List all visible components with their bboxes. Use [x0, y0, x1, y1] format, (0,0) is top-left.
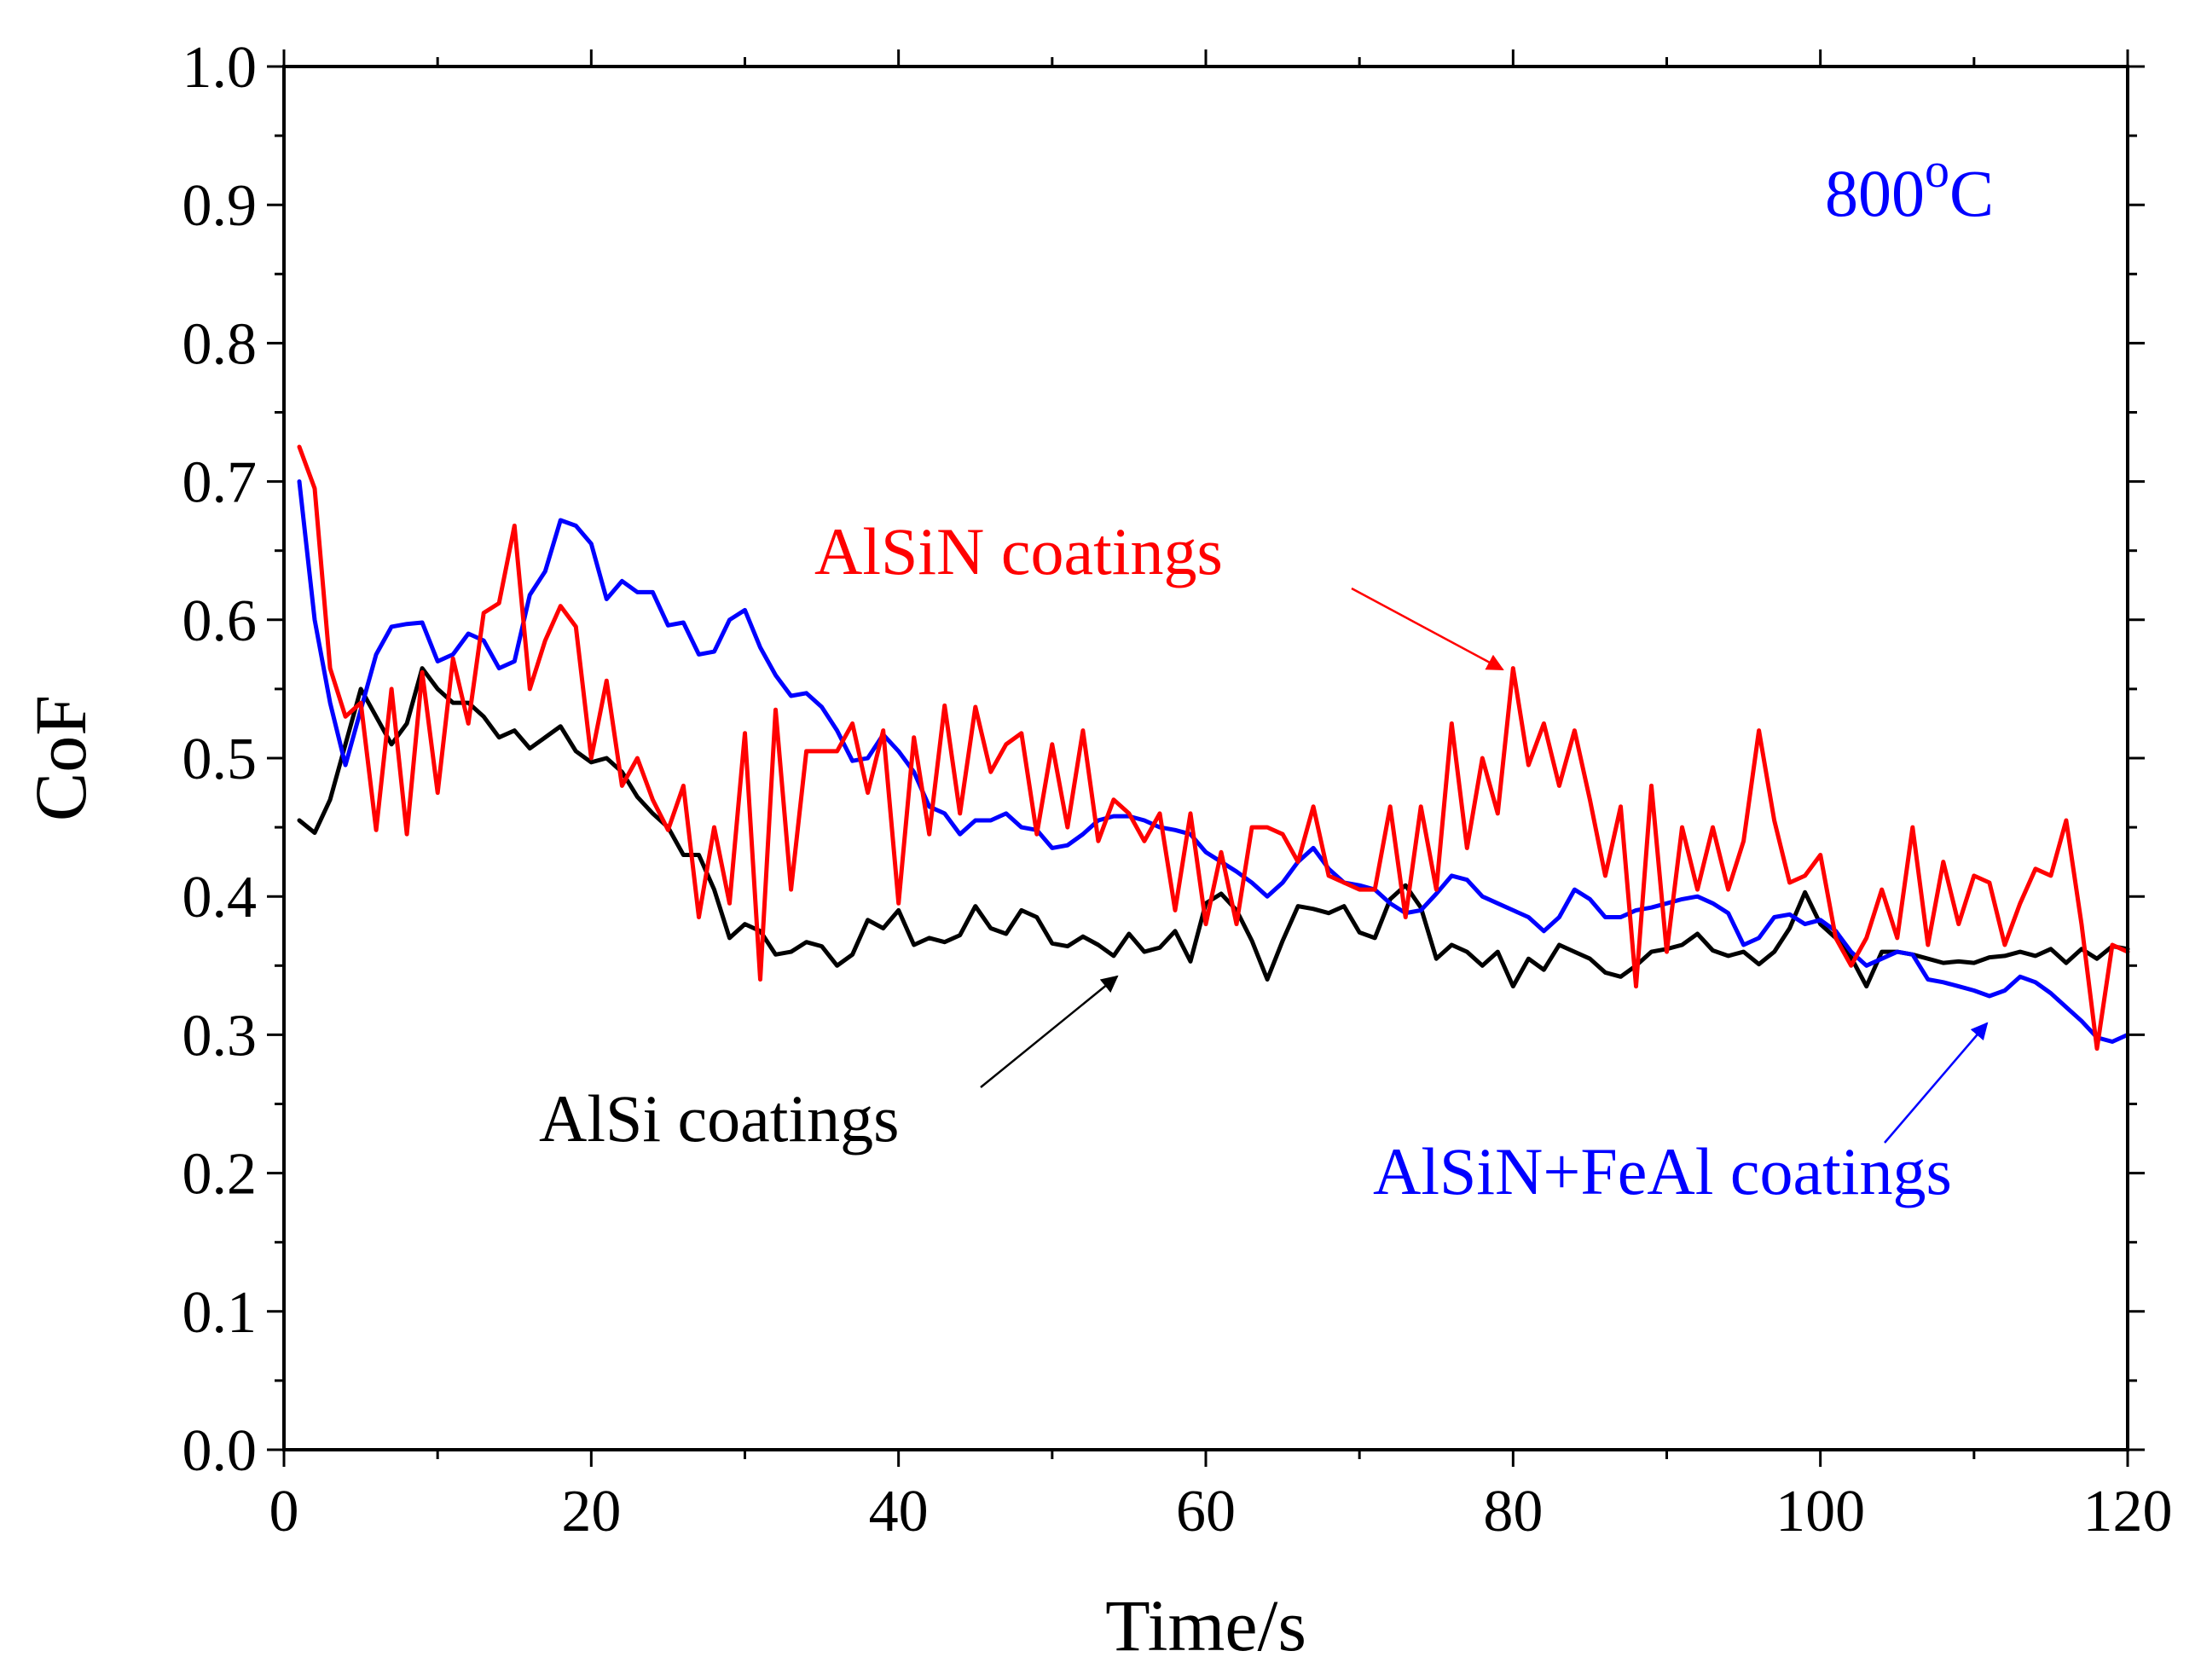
annotation-alsi: AlSi coatings	[539, 1081, 900, 1156]
annotation-arrow-alsin	[1351, 587, 1504, 671]
x-tick-label: 120	[2083, 1479, 2173, 1544]
y-tick-label: 0.5	[182, 727, 258, 792]
series-line-alsin-feal-coatings	[297, 479, 2130, 1044]
x-tick-label: 0	[269, 1479, 299, 1544]
x-tick-label: 20	[561, 1479, 621, 1544]
series-layer	[297, 444, 2130, 1051]
annotation-alsin-feal: AlSiN+FeAl coatings	[1373, 1134, 1952, 1208]
y-tick-label: 0.1	[182, 1280, 258, 1346]
x-tick-label: 80	[1483, 1479, 1543, 1544]
y-tick-label: 0.2	[182, 1142, 258, 1208]
y-axis-label: CoF	[20, 695, 101, 821]
x-tick-label: 40	[869, 1479, 929, 1544]
y-tick-label: 0.9	[182, 173, 258, 239]
degree-symbol: o	[1925, 142, 1949, 198]
x-axis-label: Time/s	[1105, 1584, 1306, 1666]
y-tick-label: 0.6	[182, 588, 258, 654]
plot-frame	[282, 65, 2129, 1451]
x-tick-label: 60	[1176, 1479, 1236, 1544]
annotation-arrow-alsin-feal	[1884, 1022, 1989, 1144]
y-tick-label: 0.0	[182, 1418, 258, 1484]
temperature-value: 800	[1825, 156, 1925, 230]
y-tick-label: 1.0	[182, 35, 258, 101]
series-line-alsin-coatings	[297, 444, 2130, 1051]
y-tick-label: 0.7	[182, 450, 258, 516]
y-tick-label: 0.3	[182, 1003, 258, 1069]
y-tick-label: 0.4	[182, 865, 258, 930]
annotation-alsin: AlSiN coatings	[814, 514, 1223, 588]
series-line-alsi-coatings	[297, 666, 2130, 989]
x-tick-label: 100	[1775, 1479, 1865, 1544]
temperature-unit: C	[1949, 156, 1994, 230]
axis-ticks: 0 20 40 60 80 100 120 0.0 0.1 0.2 0.3 0.4 0.5 0.6 0.7 0…	[182, 35, 2173, 1544]
temperature-label: 800oC	[1825, 142, 1994, 230]
annotation-arrow-alsi	[980, 975, 1119, 1088]
y-tick-label: 0.8	[182, 311, 258, 377]
